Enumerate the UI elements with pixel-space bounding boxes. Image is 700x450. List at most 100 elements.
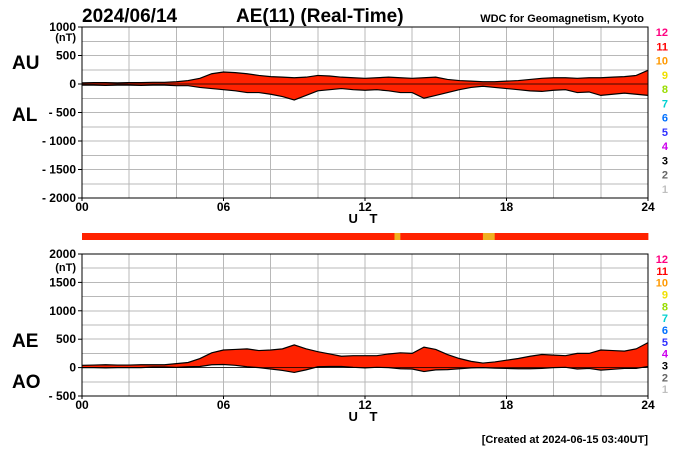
station-bar-segment (541, 233, 549, 240)
station-bar-segment (465, 233, 472, 240)
legend-count-label: 2 (662, 372, 668, 384)
y-tick-label: 0 (69, 361, 76, 375)
station-bar-segment (406, 233, 413, 240)
series-label-au: AU (12, 53, 39, 74)
station-bar-segment (636, 233, 643, 240)
station-count-bar (82, 233, 649, 240)
legend-count-label: 2 (662, 170, 668, 182)
legend-count-label: 9 (662, 290, 668, 302)
station-bar-segment (152, 233, 160, 240)
station-bar-segment (453, 233, 460, 240)
x-tick-label: 12 (358, 200, 372, 214)
lower-series-line (82, 84, 649, 101)
station-bar-segment (441, 233, 448, 240)
station-bar-segment (341, 233, 348, 240)
y-unit-label: (nT) (55, 32, 76, 44)
station-bar-segment (129, 233, 136, 240)
station-bar-segment (241, 233, 248, 240)
station-bar-segment (488, 233, 496, 240)
series-label-ae: AE (12, 331, 38, 352)
legend-count-label: 1 (662, 384, 668, 396)
series-label-al: AL (12, 105, 38, 126)
station-bar-segment (559, 233, 566, 240)
legend-count-label: 10 (656, 278, 668, 290)
station-bar-segment (482, 233, 490, 240)
station-bar-segment (600, 233, 608, 240)
panel-au-al: 1000 500 0 - 500 - 1000 - 1500 - 2000 (nT) 00 06 1… (12, 20, 655, 226)
station-legend: 12 11 10 9 8 7 6 5 4 3 2 1 (656, 27, 669, 196)
station-bar-segment (282, 233, 289, 240)
y-unit-label: (nT) (55, 262, 76, 274)
station-bar-segment (164, 233, 171, 240)
y-tick-label: 500 (56, 332, 76, 346)
legend-count-label: 12 (656, 254, 668, 266)
station-bar-segment (535, 233, 543, 240)
station-bar-segment (194, 233, 201, 240)
station-bar-segment (235, 233, 242, 240)
y-tick-label: 1000 (49, 20, 76, 34)
y-tick-label: 1000 (49, 304, 76, 318)
station-bar-segment (264, 233, 272, 240)
x-tick-label: 06 (217, 398, 231, 412)
plot-title: AE(11) (Real-Time) (236, 6, 404, 27)
station-bar-segment (423, 233, 431, 240)
station-bar-segment (530, 233, 537, 240)
station-bar-segment (317, 233, 325, 240)
legend-count-label: 9 (662, 70, 668, 82)
range-fill-area (82, 70, 648, 100)
station-bar-segment (606, 233, 614, 240)
station-bar-segment (170, 233, 177, 240)
station-bar-segment (247, 233, 254, 240)
x-axis-label: U T (349, 409, 382, 424)
y-tick-label: - 1000 (42, 134, 76, 148)
station-bar-segment (146, 233, 154, 240)
upper-series-line (81, 69, 649, 84)
y-tick-label: 1500 (49, 275, 76, 289)
legend-count-label: 3 (662, 155, 668, 167)
station-bar-segment (553, 233, 560, 240)
station-bar-segment (311, 233, 319, 240)
x-tick-label: 24 (641, 200, 655, 214)
station-bar-segment (258, 233, 266, 240)
station-bar-segment (252, 233, 260, 240)
station-bar-segment (630, 233, 637, 240)
station-bar-segment (87, 233, 95, 240)
legend-count-label: 11 (656, 266, 668, 278)
station-bar-segment (370, 233, 378, 240)
station-bar-segment (394, 233, 401, 240)
station-bar-segment (506, 233, 513, 240)
station-bar-segment (412, 233, 419, 240)
legend-count-label: 11 (656, 41, 668, 53)
legend-count-label: 7 (662, 313, 668, 325)
station-bar-segment (583, 233, 590, 240)
station-bar-segment (323, 233, 331, 240)
station-bar-segment (188, 233, 195, 240)
station-bar-segment (365, 233, 372, 240)
station-bar-segment (359, 233, 366, 240)
station-bar-segment (471, 233, 478, 240)
x-tick-label: 06 (217, 200, 231, 214)
station-bar-segment (211, 233, 219, 240)
station-bar-segment (347, 233, 354, 240)
station-bar-segment (300, 233, 307, 240)
legend-count-label: 8 (662, 301, 668, 313)
legend-count-label: 1 (662, 184, 668, 196)
station-bar-segment (306, 233, 313, 240)
station-bar-segment (123, 233, 130, 240)
created-timestamp: [Created at 2024-06-15 03:40UT] (482, 434, 649, 446)
legend-count-label: 4 (662, 141, 669, 153)
station-bar-segment (182, 233, 189, 240)
station-bar-segment (176, 233, 183, 240)
legend-count-label: 3 (662, 361, 668, 373)
series-label-ao: AO (12, 372, 41, 393)
station-bar-segment (99, 233, 106, 240)
plot-date: 2024/06/14 (82, 6, 178, 27)
station-bar-segment (624, 233, 631, 240)
station-bar-segment (388, 233, 395, 240)
station-bar-segment (577, 233, 584, 240)
station-bar-segment (524, 233, 531, 240)
panels-group: 1000 500 0 - 500 - 1000 - 1500 - 2000 (nT) 00 06 1… (12, 20, 655, 424)
